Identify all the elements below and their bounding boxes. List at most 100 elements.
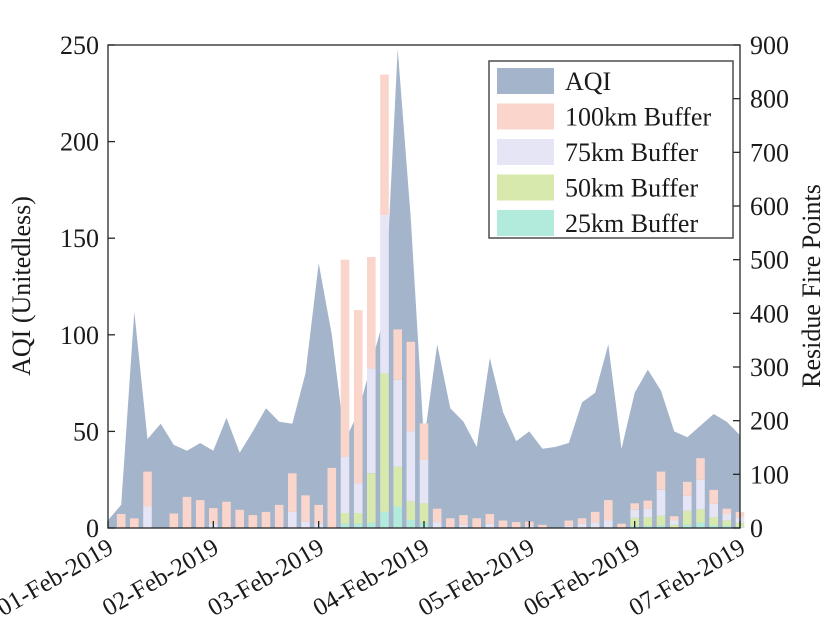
bar-segment-100km [116, 514, 126, 528]
bar-segment-75km [604, 520, 613, 528]
right-tick-label: 800 [750, 85, 789, 114]
bar-segment-100km [656, 471, 666, 490]
right-tick-label: 900 [750, 31, 789, 60]
bar-segment-25km [393, 506, 402, 528]
buffer100-swatch [497, 103, 554, 130]
x-tick-label: 04-Feb-2019 [309, 534, 434, 621]
bar-segment-75km [393, 379, 402, 467]
x-tick-label: 01-Feb-2019 [0, 534, 118, 621]
bar-segment-25km [380, 511, 389, 528]
buffer-bars-layer [116, 74, 745, 528]
bar-segment-75km [432, 522, 442, 528]
bar-segment-100km [182, 496, 192, 528]
buffer25-swatch [497, 210, 554, 236]
axes-layer [107, 44, 741, 529]
bar-segment-100km [564, 520, 574, 526]
bar-segment-100km [446, 518, 455, 528]
bar-segment-50km [709, 517, 718, 526]
x-tick-label: 07-Feb-2019 [625, 534, 750, 621]
bar-segment-75km [669, 520, 679, 525]
bar-segment-25km [340, 523, 350, 528]
bar-segment-100km [617, 523, 626, 528]
bar-segment-75km [485, 523, 495, 528]
bar-segment-25km [709, 525, 718, 528]
right-tick-label: 200 [750, 407, 789, 436]
bar-segment-50km [669, 524, 679, 528]
bar-segment-100km [367, 257, 376, 369]
aqi-area-series [108, 48, 740, 529]
bar-segment-100km [288, 473, 297, 512]
bar-segment-75km [288, 511, 297, 528]
bar-segment-50km [340, 513, 350, 524]
bar-segment-50km [696, 509, 705, 523]
x-tick-label: 05-Feb-2019 [414, 534, 539, 621]
bar-segment-75km [367, 368, 376, 474]
bar-segment-100km [143, 471, 152, 507]
bar-segment-100km [327, 467, 337, 528]
legend-label-100km: 100km Buffer [565, 103, 711, 132]
bar-segment-50km [380, 373, 389, 512]
bar-segment-25km [367, 522, 376, 528]
bar-segment-75km [577, 523, 587, 528]
bar-segment-100km [195, 500, 205, 528]
legend-label-50km: 50km Buffer [565, 174, 698, 203]
buffer50-swatch [497, 174, 554, 201]
x-tick-label: 06-Feb-2019 [519, 534, 644, 621]
bar-segment-75km [419, 459, 429, 504]
bar-segment-75km [590, 522, 600, 528]
bar-segment-100km [538, 524, 547, 528]
left-tick-label: 50 [73, 417, 99, 446]
bar-segment-25km [696, 522, 705, 528]
x-tick-label: 03-Feb-2019 [203, 534, 328, 621]
bar-segment-75km [380, 215, 389, 374]
bar-segment-100km [485, 514, 495, 524]
bar-segment-50km [656, 515, 666, 526]
bar-segment-100km [301, 495, 310, 522]
bar-segment-100km [235, 509, 244, 528]
bar-segment-100km [498, 520, 508, 528]
bar-segment-75km [696, 479, 705, 510]
bar-segment-100km [511, 522, 521, 528]
bar-segment-50km [367, 473, 376, 523]
bar-segment-100km [577, 518, 587, 524]
x-tick-label: 02-Feb-2019 [98, 534, 223, 621]
bar-segment-100km [604, 500, 613, 521]
bar-segment-100km [696, 458, 705, 480]
bar-segment-75km [459, 524, 468, 528]
bar-segment-50km [722, 520, 732, 526]
bar-segment-50km [406, 501, 416, 520]
bar-segment-75km [406, 431, 416, 502]
bar-segment-100km [459, 515, 468, 525]
bar-segment-75km [143, 506, 152, 528]
right-tick-label: 300 [750, 353, 789, 382]
left-tick-label: 200 [60, 128, 99, 157]
legend-label-75km: 75km Buffer [565, 138, 698, 167]
bar-segment-100km [340, 259, 350, 457]
aqi-area-layer [108, 48, 740, 529]
bar-segment-75km [643, 508, 653, 518]
bar-segment-100km [419, 423, 429, 460]
bar-segment-25km [683, 524, 692, 528]
bar-segment-50km [419, 503, 429, 523]
legend-label-aqi: AQI [565, 67, 611, 96]
bar-segment-100km [643, 500, 653, 509]
bar-segment-50km [643, 517, 653, 526]
bar-segment-75km [301, 521, 310, 528]
aqi-swatch [497, 68, 554, 94]
bar-segment-100km [406, 341, 416, 432]
bar-segment-100km [248, 515, 258, 528]
bar-segment-50km [393, 466, 402, 507]
bar-segment-100km [630, 503, 639, 510]
bar-segment-50km [353, 513, 363, 524]
bar-segment-100km [209, 508, 218, 524]
right-tick-label: 600 [750, 192, 789, 221]
left-axis-title: AQI (Unitedless) [7, 196, 36, 376]
bar-segment-75km [683, 495, 692, 511]
bar-segment-25km [656, 525, 666, 528]
bar-segment-75km [340, 456, 350, 513]
left-tick-label: 150 [60, 224, 99, 253]
bar-segment-100km [274, 504, 284, 528]
legend-label-25km: 25km Buffer [565, 209, 698, 238]
legend: AQI 100km Buffer 75km Buffer 50km Buffer 25k… [488, 60, 734, 239]
